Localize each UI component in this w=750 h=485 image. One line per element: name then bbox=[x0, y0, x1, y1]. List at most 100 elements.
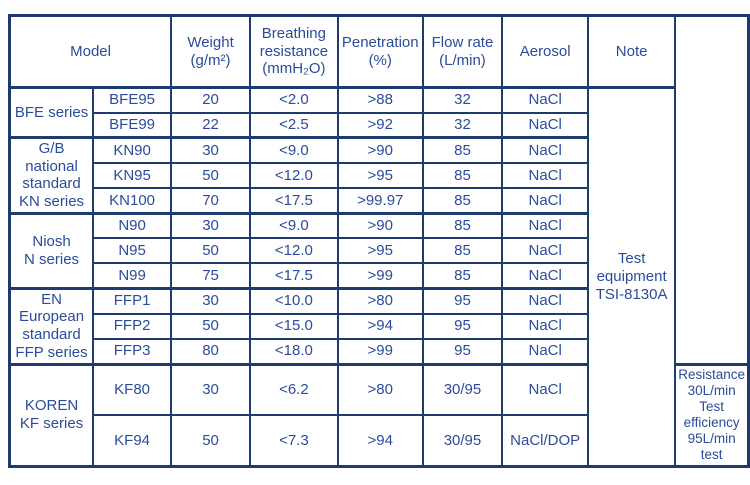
table-row: FFP3 80 <18.0 >99 95 NaCl bbox=[10, 337, 749, 366]
cell-model: KN95 bbox=[92, 161, 173, 190]
cell-weight: 80 bbox=[170, 337, 251, 366]
cell-flow-rate: 95 bbox=[421, 286, 504, 315]
header-aerosol: Aerosol bbox=[501, 14, 590, 89]
cell-model: KN100 bbox=[92, 186, 173, 215]
header-penetration: Penetration (%) bbox=[336, 14, 424, 89]
cell-model: FFP2 bbox=[92, 312, 173, 340]
cell-penetration: >80 bbox=[336, 286, 424, 315]
table-row: N95 50 <12.0 >95 85 NaCl bbox=[10, 237, 749, 265]
cell-breathing-resistance: <15.0 bbox=[248, 312, 339, 340]
cell-penetration: >88 bbox=[336, 86, 424, 114]
cell-flow-rate: 32 bbox=[421, 111, 504, 139]
cell-model: KF80 bbox=[92, 362, 173, 417]
cell-penetration: >90 bbox=[336, 135, 424, 164]
cell-penetration: >99 bbox=[336, 262, 424, 290]
cell-flow-rate: 85 bbox=[421, 161, 504, 190]
table-row: N99 75 <17.5 >99 85 NaCl bbox=[10, 262, 749, 290]
cell-penetration: >99 bbox=[336, 337, 424, 366]
header-note: Note bbox=[587, 14, 677, 89]
cell-flow-rate: 85 bbox=[421, 135, 504, 164]
series-label-ffp: EN European standard FFP series bbox=[8, 286, 95, 365]
cell-aerosol: NaCl bbox=[501, 337, 590, 366]
cell-aerosol: NaCl bbox=[501, 286, 590, 315]
table-row: FFP2 50 <15.0 >94 95 NaCl bbox=[10, 312, 749, 340]
cell-aerosol: NaCl bbox=[501, 86, 590, 114]
cell-penetration: >95 bbox=[336, 237, 424, 265]
note-kf-test-conditions: Resistance 30L/min Test efficiency 95L/m… bbox=[674, 362, 750, 468]
cell-aerosol: NaCl bbox=[501, 135, 590, 164]
cell-penetration: >90 bbox=[336, 211, 424, 240]
cell-model: FFP1 bbox=[92, 286, 173, 315]
cell-weight: 30 bbox=[170, 286, 251, 315]
cell-aerosol: NaCl bbox=[501, 211, 590, 240]
cell-flow-rate: 95 bbox=[421, 337, 504, 366]
cell-breathing-resistance: <18.0 bbox=[248, 337, 339, 366]
cell-aerosol: NaCl bbox=[501, 111, 590, 139]
table-row: G/B national standard KN series KN90 30 … bbox=[8, 135, 749, 215]
cell-aerosol: NaCl bbox=[501, 161, 590, 190]
cell-flow-rate: 85 bbox=[421, 186, 504, 215]
series-label-bfe: BFE series bbox=[8, 86, 95, 139]
cell-weight: 50 bbox=[170, 414, 251, 468]
table-row: KN100 70 <17.5 >99.97 85 NaCl bbox=[10, 186, 749, 215]
table-row: KOREN KF series KF80 30 <6.2 >80 30/95 N… bbox=[8, 362, 750, 468]
series-label-n: Niosh N series bbox=[8, 211, 95, 290]
table-row: BFE series BFE95 20 <2.0 >88 32 NaCl Tes… bbox=[8, 86, 749, 468]
cell-flow-rate: 85 bbox=[421, 237, 504, 265]
cell-penetration: >94 bbox=[336, 414, 424, 468]
header-weight: Weight (g/m²) bbox=[170, 14, 251, 89]
cell-weight: 70 bbox=[170, 186, 251, 215]
cell-flow-rate: 85 bbox=[421, 211, 504, 240]
cell-weight: 50 bbox=[170, 161, 251, 190]
table-row: KN95 50 <12.0 >95 85 NaCl bbox=[10, 161, 749, 190]
cell-model: KF94 bbox=[92, 414, 173, 468]
cell-model: BFE95 bbox=[92, 86, 173, 114]
cell-breathing-resistance: <17.5 bbox=[248, 262, 339, 290]
cell-breathing-resistance: <2.0 bbox=[248, 86, 339, 114]
table-row: EN European standard FFP series FFP1 30 … bbox=[8, 286, 749, 365]
table-row: BFE99 22 <2.5 >92 32 NaCl bbox=[10, 111, 749, 139]
cell-flow-rate: 85 bbox=[421, 262, 504, 290]
cell-penetration: >94 bbox=[336, 312, 424, 340]
cell-aerosol: NaCl/DOP bbox=[501, 414, 590, 468]
cell-model: BFE99 bbox=[92, 111, 173, 139]
header-row: Model Weight (g/m²) Breathing resistance… bbox=[8, 14, 749, 89]
cell-flow-rate: 32 bbox=[421, 86, 504, 114]
cell-model: N95 bbox=[92, 237, 173, 265]
cell-weight: 30 bbox=[170, 362, 251, 417]
cell-penetration: >99.97 bbox=[336, 186, 424, 215]
cell-breathing-resistance: <10.0 bbox=[248, 286, 339, 315]
header-model: Model bbox=[8, 14, 173, 89]
header-flow-rate: Flow rate (L/min) bbox=[421, 14, 504, 89]
cell-breathing-resistance: <9.0 bbox=[248, 135, 339, 164]
table-row: Niosh N series N90 30 <9.0 >90 85 NaCl bbox=[8, 211, 749, 290]
series-label-kn: G/B national standard KN series bbox=[8, 136, 95, 215]
cell-aerosol: NaCl bbox=[501, 362, 590, 417]
cell-breathing-resistance: <7.3 bbox=[248, 414, 339, 468]
note-test-equipment: Test equipment TSI-8130A bbox=[587, 86, 677, 468]
header-breathing-resistance: Breathing resistance (mmH₂O) bbox=[248, 14, 339, 89]
cell-breathing-resistance: <17.5 bbox=[248, 186, 339, 215]
cell-aerosol: NaCl bbox=[501, 262, 590, 290]
table-row: KF94 50 <7.3 >94 30/95 NaCl/DOP bbox=[10, 414, 749, 468]
cell-weight: 50 bbox=[170, 237, 251, 265]
cell-breathing-resistance: <9.0 bbox=[248, 211, 339, 240]
cell-weight: 75 bbox=[170, 262, 251, 290]
cell-breathing-resistance: <6.2 bbox=[248, 362, 339, 417]
cell-model: N90 bbox=[92, 211, 173, 240]
cell-penetration: >95 bbox=[336, 161, 424, 190]
cell-penetration: >80 bbox=[336, 362, 424, 417]
cell-weight: 22 bbox=[170, 111, 251, 139]
cell-weight: 30 bbox=[170, 135, 251, 164]
cell-aerosol: NaCl bbox=[501, 186, 590, 215]
cell-breathing-resistance: <12.0 bbox=[248, 237, 339, 265]
cell-breathing-resistance: <12.0 bbox=[248, 161, 339, 190]
cell-weight: 20 bbox=[170, 86, 251, 114]
cell-model: N99 bbox=[92, 262, 173, 290]
series-label-kf: KOREN KF series bbox=[8, 362, 95, 468]
cell-model: FFP3 bbox=[92, 337, 173, 366]
cell-weight: 50 bbox=[170, 312, 251, 340]
cell-flow-rate: 30/95 bbox=[421, 414, 504, 468]
cell-flow-rate: 95 bbox=[421, 312, 504, 340]
